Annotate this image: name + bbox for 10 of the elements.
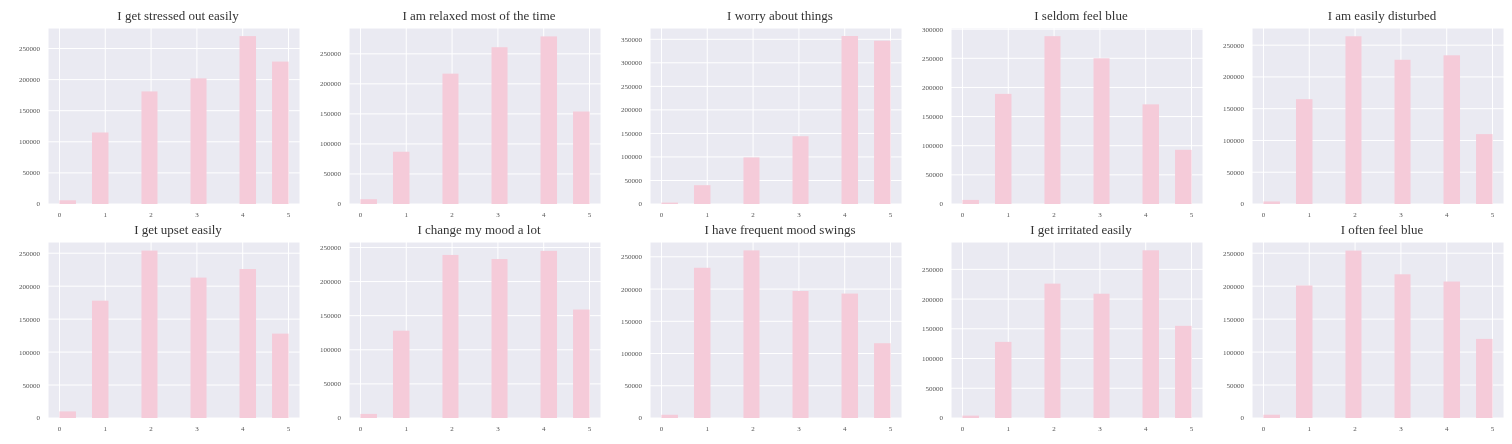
chart-title: I am relaxed most of the time: [401, 8, 557, 24]
chart-title: I seldom feel blue: [1033, 8, 1129, 24]
chart-title: I get irritated easily: [1029, 222, 1133, 238]
chart-title: I get stressed out easily: [116, 8, 240, 24]
chart-title: I am easily disturbed: [1326, 8, 1438, 24]
chart-title: I have frequent mood swings: [703, 222, 857, 238]
chart-title: I worry about things: [726, 8, 834, 24]
chart-title: I change my mood a lot: [416, 222, 542, 238]
chart-title: I often feel blue: [1339, 222, 1425, 238]
chart-title: I get upset easily: [133, 222, 223, 238]
